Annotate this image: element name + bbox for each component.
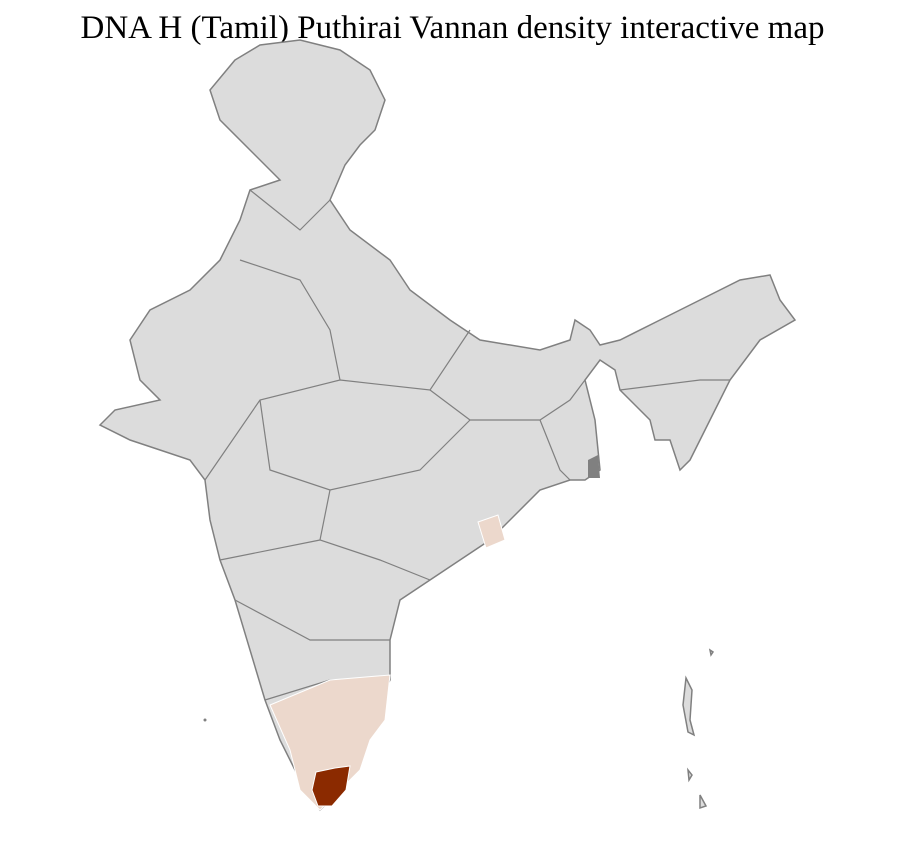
- low-density-tamil-nadu-kerala[interactable]: [269, 674, 391, 811]
- india-outline[interactable]: [98, 39, 797, 812]
- sundarbans-delta: [588, 455, 600, 478]
- high-density-southern-tamil-nadu[interactable]: [311, 765, 351, 807]
- andaman-nicobar-islands[interactable]: [682, 648, 715, 810]
- low-density-odisha-coast[interactable]: [477, 514, 506, 549]
- map-title: DNA H (Tamil) Puthirai Vannan density in…: [80, 10, 825, 46]
- lakshadweep-islands: [203, 718, 207, 722]
